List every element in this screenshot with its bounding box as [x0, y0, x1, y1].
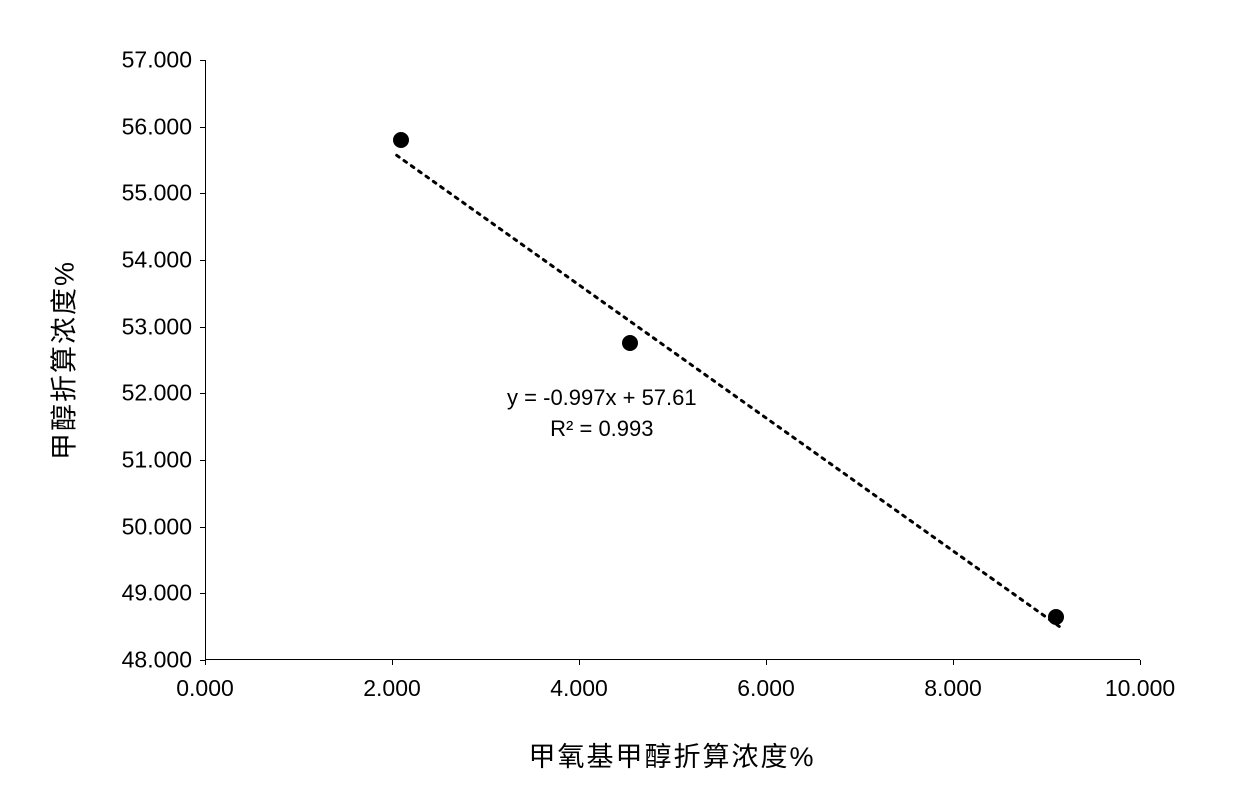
- x-axis-title: 甲氧基甲醇折算浓度%: [528, 735, 815, 774]
- x-tick-mark: [579, 660, 580, 665]
- y-tick-mark: [200, 60, 205, 61]
- y-tick-mark: [200, 127, 205, 128]
- y-tick-mark: [200, 460, 205, 461]
- x-tick-mark: [205, 660, 206, 665]
- data-point: [1048, 609, 1064, 625]
- y-tick-mark: [200, 527, 205, 528]
- x-tick-label: 8.000: [924, 675, 982, 702]
- y-tick-label: 55.000: [122, 180, 192, 207]
- x-tick-mark: [953, 660, 954, 665]
- x-tick-mark: [392, 660, 393, 665]
- scatter-chart: 甲醇折算浓度% 甲氧基甲醇折算浓度% 48.000 49.000 50.000 51.…: [0, 0, 1240, 794]
- plot-area: [205, 60, 1140, 660]
- x-tick-label: 0.000: [176, 675, 234, 702]
- y-tick-label: 50.000: [122, 513, 192, 540]
- regression-annotation: y = -0.997x + 57.61R² = 0.993: [507, 383, 697, 445]
- data-point: [622, 335, 638, 351]
- y-tick-mark: [200, 260, 205, 261]
- y-axis-title: 甲醇折算浓度%: [43, 260, 82, 460]
- x-tick-mark: [766, 660, 767, 665]
- y-tick-label: 54.000: [122, 247, 192, 274]
- y-tick-label: 56.000: [122, 113, 192, 140]
- y-tick-label: 48.000: [122, 647, 192, 674]
- x-tick-label: 2.000: [363, 675, 421, 702]
- y-tick-mark: [200, 593, 205, 594]
- equation-text: y = -0.997x + 57.61: [507, 383, 697, 414]
- y-tick-mark: [200, 393, 205, 394]
- y-tick-mark: [200, 327, 205, 328]
- y-tick-mark: [200, 193, 205, 194]
- y-axis-line: [205, 60, 206, 660]
- trendline: [205, 60, 1140, 660]
- x-tick-label: 6.000: [737, 675, 795, 702]
- y-tick-label: 49.000: [122, 580, 192, 607]
- x-tick-mark: [1140, 660, 1141, 665]
- r-squared-text: R² = 0.993: [507, 414, 697, 445]
- y-tick-label: 52.000: [122, 380, 192, 407]
- y-tick-label: 57.000: [122, 47, 192, 74]
- y-tick-label: 53.000: [122, 313, 192, 340]
- y-tick-label: 51.000: [122, 447, 192, 474]
- x-tick-label: 4.000: [550, 675, 608, 702]
- data-point: [393, 132, 409, 148]
- x-axis-line: [205, 659, 1140, 660]
- x-tick-label: 10.000: [1105, 675, 1175, 702]
